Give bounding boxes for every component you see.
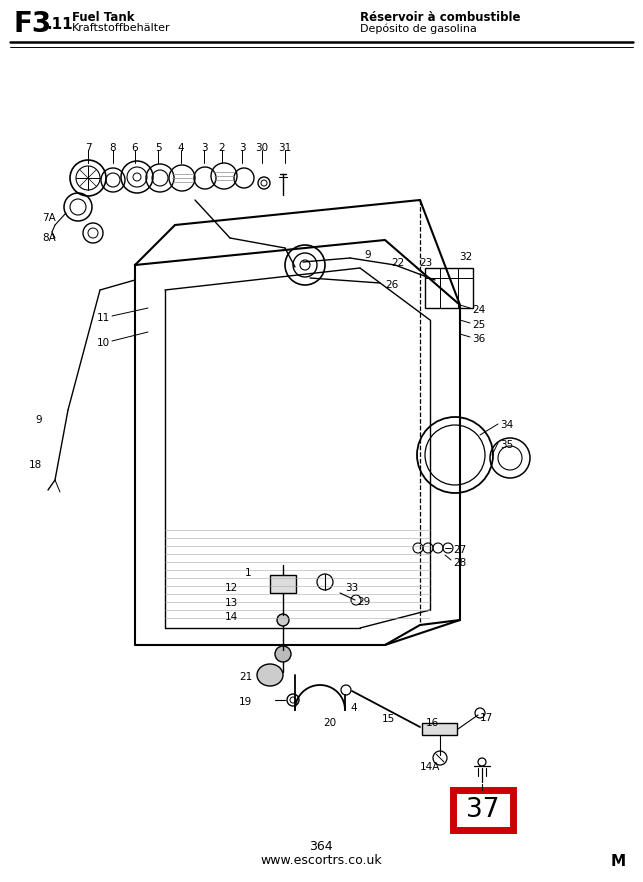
Bar	[453, 790, 513, 830]
Text: 30: 30	[255, 143, 269, 153]
Text: 2: 2	[219, 143, 225, 153]
Text: 20: 20	[323, 718, 336, 728]
Text: 22: 22	[392, 258, 404, 268]
Text: .11: .11	[46, 17, 73, 32]
Text: 35: 35	[500, 440, 513, 450]
Text: 33: 33	[345, 583, 358, 593]
Text: 24: 24	[472, 305, 485, 315]
Text: 26: 26	[385, 280, 398, 290]
Circle shape	[275, 646, 291, 662]
Text: 17: 17	[480, 713, 493, 723]
Text: 14A: 14A	[420, 762, 440, 772]
Text: 7A: 7A	[42, 213, 56, 223]
Text: 6: 6	[132, 143, 138, 153]
Text: 18: 18	[29, 460, 42, 470]
Text: Réservoir à combustible: Réservoir à combustible	[360, 11, 520, 24]
Text: 3: 3	[201, 143, 207, 153]
Text: 4: 4	[350, 703, 357, 713]
Text: 27: 27	[453, 545, 466, 555]
Text: 9: 9	[365, 250, 371, 260]
Bar	[422, 723, 457, 735]
Text: 12: 12	[225, 583, 238, 593]
Text: 36: 36	[472, 334, 485, 344]
Circle shape	[277, 614, 289, 626]
Text: 34: 34	[500, 420, 513, 430]
Text: 10: 10	[97, 338, 110, 348]
Text: Depósito de gasolina: Depósito de gasolina	[360, 23, 477, 34]
Text: 28: 28	[453, 558, 466, 568]
Text: 13: 13	[225, 598, 238, 608]
Text: www.escortrs.co.uk: www.escortrs.co.uk	[260, 854, 382, 867]
Text: 19: 19	[239, 697, 252, 707]
Text: 364: 364	[309, 840, 333, 853]
Text: 4: 4	[177, 143, 185, 153]
Text: 32: 32	[459, 252, 473, 262]
Text: M: M	[610, 854, 626, 869]
Text: Fuel Tank: Fuel Tank	[72, 11, 134, 24]
Bar	[425, 268, 473, 308]
Text: 7: 7	[85, 143, 91, 153]
Text: 5: 5	[155, 143, 161, 153]
Text: 37: 37	[466, 797, 500, 823]
Text: 31: 31	[278, 143, 292, 153]
Bar	[270, 575, 296, 593]
Text: 1: 1	[245, 568, 251, 578]
Text: 9: 9	[35, 415, 42, 425]
Text: 11: 11	[96, 313, 110, 323]
Text: 29: 29	[357, 597, 370, 607]
Text: 21: 21	[239, 672, 252, 682]
Text: 16: 16	[426, 718, 439, 728]
Text: 15: 15	[381, 714, 395, 724]
Text: 3: 3	[239, 143, 246, 153]
Text: 23: 23	[419, 258, 433, 268]
Text: 8: 8	[110, 143, 116, 153]
Text: Kraftstoffbehälter: Kraftstoffbehälter	[72, 23, 170, 33]
Ellipse shape	[257, 664, 283, 686]
Text: 25: 25	[472, 320, 485, 330]
Text: F3: F3	[13, 10, 51, 38]
Text: 14: 14	[225, 612, 238, 622]
Text: 8A: 8A	[42, 233, 56, 243]
